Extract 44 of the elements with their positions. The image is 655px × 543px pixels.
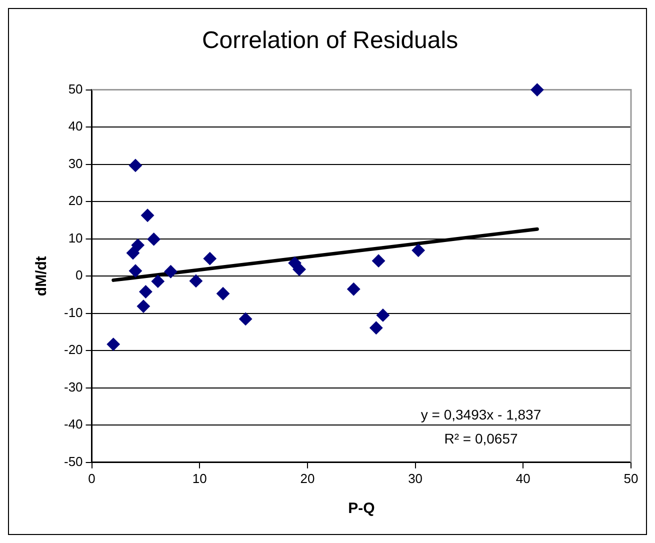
point (239, 312, 252, 326)
point (376, 308, 390, 322)
point (189, 274, 202, 288)
point (128, 264, 142, 278)
point (203, 252, 216, 266)
x-axis-title: P-Q (348, 500, 376, 518)
x-tick-label: 40 (516, 470, 530, 486)
y-tick-label: 30 (68, 156, 83, 171)
point (141, 208, 154, 222)
x-tick-label: 30 (408, 470, 423, 486)
point (128, 158, 142, 172)
y-tick-label: -50 (64, 454, 83, 469)
y-tick-label: 20 (68, 193, 83, 208)
x-tick-label: 0 (88, 470, 96, 486)
point (347, 282, 360, 296)
point (370, 321, 383, 334)
y-tick-label: 50 (68, 81, 83, 96)
annotation: y = 0,3493x - 1,837 (420, 406, 542, 422)
y-tick-label: -20 (64, 342, 83, 358)
y-tick-label: 10 (68, 230, 83, 246)
x-tick-label: 20 (300, 470, 315, 486)
point (126, 246, 140, 260)
point (164, 265, 178, 278)
x-tick-label: 10 (192, 470, 207, 486)
x-tick-label: 50 (624, 470, 638, 486)
point (106, 338, 120, 351)
point (131, 238, 144, 252)
chart-title: Correlation of Residuals (202, 27, 458, 54)
y-tick-label: -30 (64, 379, 83, 394)
point (139, 285, 152, 298)
point (136, 300, 150, 313)
point (151, 274, 164, 288)
y-tick-label: 40 (68, 118, 83, 134)
point (530, 83, 544, 96)
annotation: R² = 0,0657 (444, 430, 518, 446)
y-tick-label: -10 (64, 304, 83, 320)
y-tick-label: 0 (76, 268, 83, 283)
y-tick-label: -40 (64, 416, 83, 432)
point (147, 232, 160, 246)
point (412, 244, 425, 257)
y-axis-title: dM/dt (33, 256, 50, 296)
point (292, 262, 306, 276)
point (216, 287, 230, 300)
point (372, 254, 386, 268)
